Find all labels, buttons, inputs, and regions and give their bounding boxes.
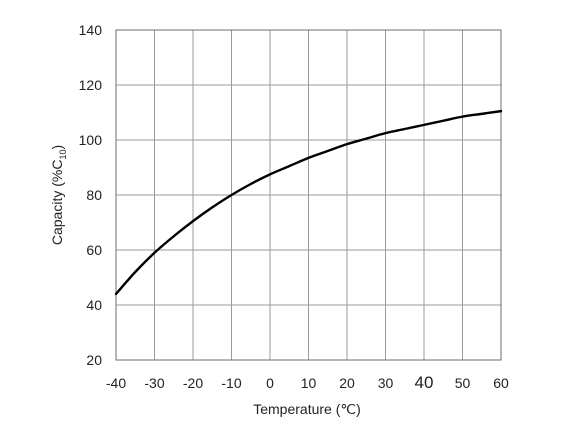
y-axis-label-main: Capacity (%C — [49, 160, 65, 246]
x-tick-label: 0 — [266, 375, 274, 391]
x-axis-label: Temperature (℃) — [253, 401, 361, 417]
x-tick-labels: -40 -30 -20 -10 0 10 20 30 40 50 60 — [106, 373, 509, 392]
series-line — [114, 109, 503, 296]
x-tick-label: 20 — [339, 375, 355, 391]
x-tick-label: -40 — [106, 375, 126, 391]
x-tick-label: -20 — [183, 375, 203, 391]
y-tick-label: 40 — [86, 297, 102, 313]
x-tick-label: 50 — [455, 375, 471, 391]
x-tick-label: -30 — [144, 375, 164, 391]
x-tick-label: 60 — [493, 375, 509, 391]
x-tick-label: 40 — [415, 373, 434, 392]
x-tick-label: 30 — [378, 375, 394, 391]
grid-lines — [115, 29, 502, 361]
x-tick-label: -10 — [221, 375, 241, 391]
y-axis-label-subscript: 10 — [58, 150, 68, 160]
y-axis-label: Capacity (%C10) — [49, 145, 68, 245]
y-tick-label: 140 — [79, 22, 103, 38]
y-tick-label: 120 — [79, 77, 103, 93]
plot-frame — [115, 29, 502, 361]
y-axis-label-close: ) — [49, 145, 65, 150]
y-tick-labels: 20 40 60 80 100 120 140 — [79, 22, 103, 368]
y-tick-label: 20 — [86, 352, 102, 368]
y-tick-label: 80 — [86, 187, 102, 203]
y-tick-label: 100 — [79, 132, 103, 148]
x-tick-label: 10 — [301, 375, 317, 391]
y-tick-label: 60 — [86, 242, 102, 258]
series-group — [114, 109, 503, 296]
